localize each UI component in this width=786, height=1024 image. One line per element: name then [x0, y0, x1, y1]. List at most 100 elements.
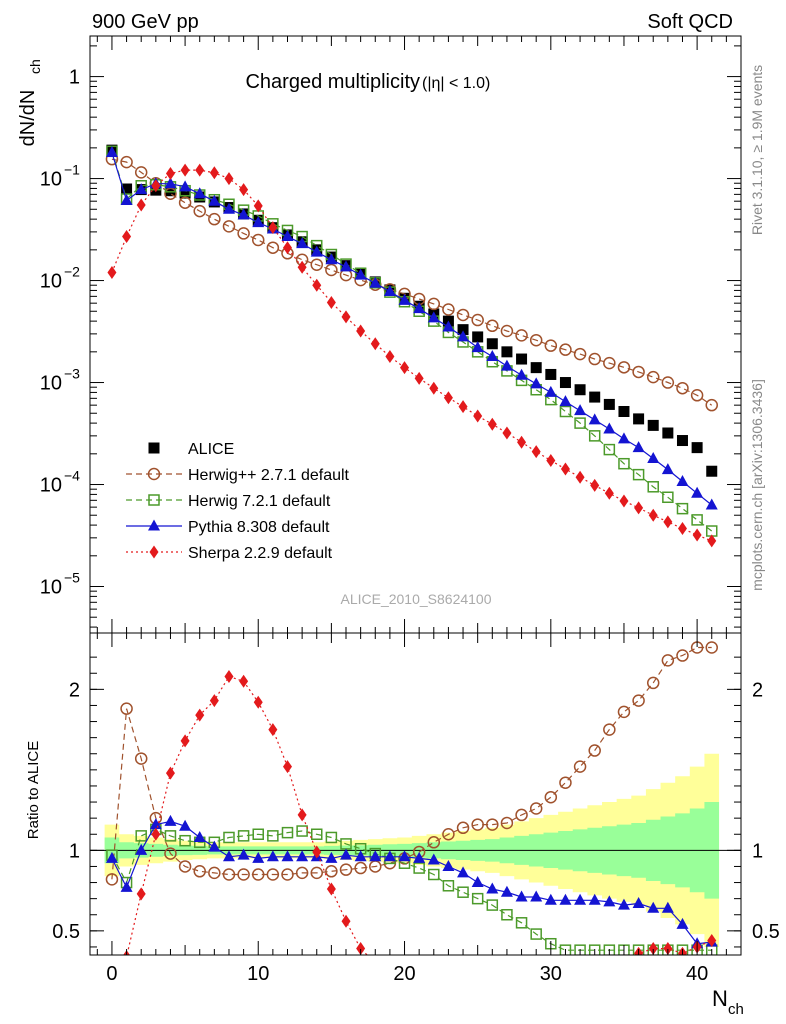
- data-point: [164, 177, 177, 189]
- ratio-y-tick-label: 2: [69, 679, 80, 701]
- ratio-data-point: [544, 893, 557, 905]
- data-point: [458, 400, 468, 414]
- series-line-herwig-7-2-1-default: [111, 151, 713, 532]
- ratio-data-point: [296, 850, 309, 862]
- ratio-data-point: [457, 866, 470, 878]
- data-point: [107, 265, 117, 279]
- data-point: [662, 491, 674, 504]
- data-point: [164, 185, 176, 197]
- y-tick-label-exponent: −4: [64, 468, 80, 484]
- ratio-series-line-herwig-7-2-1-default: [111, 828, 712, 951]
- y-tick-label-exponent: −5: [64, 570, 80, 586]
- data-point: [136, 198, 146, 212]
- main-watermark: ALICE_2010_S8624100: [340, 591, 491, 607]
- ratio-y-tick-label: 1: [69, 840, 80, 862]
- legend-marker: [148, 519, 160, 531]
- data-point: [662, 427, 674, 439]
- ratio-data-point: [151, 827, 161, 841]
- data-point: [296, 237, 309, 249]
- ratio-data-point: [530, 928, 542, 940]
- data-point: [647, 451, 660, 463]
- ratio-data-point: [237, 848, 250, 860]
- data-point: [603, 398, 615, 410]
- data-point: [209, 166, 219, 180]
- ratio-data-point: [281, 868, 294, 881]
- data-point: [692, 528, 702, 542]
- ratio-data-point: [310, 866, 324, 880]
- data-point: [589, 391, 601, 403]
- data-point: [456, 308, 470, 322]
- data-point: [663, 515, 673, 529]
- ratio-data-point: [120, 880, 133, 892]
- ratio-data-point: [632, 896, 645, 908]
- ratio-y-tick-label-right: 1: [752, 840, 763, 862]
- data-point: [676, 502, 689, 515]
- main-plot-area: [105, 144, 718, 548]
- data-point: [619, 494, 629, 508]
- ratio-data-point: [134, 752, 148, 765]
- data-point: [239, 183, 249, 197]
- ratio-data-point: [222, 850, 235, 862]
- data-point: [632, 441, 645, 453]
- data-point: [310, 258, 324, 271]
- data-point: [690, 389, 704, 402]
- data-point: [180, 163, 190, 177]
- ratio-data-point: [486, 818, 499, 831]
- data-point: [472, 331, 484, 343]
- ratio-data-point: [603, 944, 616, 955]
- ratio-data-point: [661, 901, 674, 913]
- ratio-data-point: [617, 898, 630, 910]
- ratio-data-point: [149, 818, 162, 830]
- data-point: [369, 276, 382, 288]
- ratio-data-point: [312, 845, 322, 859]
- data-point: [179, 180, 192, 192]
- ratio-data-point: [427, 853, 440, 865]
- data-point: [385, 350, 395, 364]
- ratio-data-point: [705, 641, 718, 654]
- ratio-data-point: [193, 865, 206, 878]
- ratio-data-point: [603, 723, 616, 736]
- ratio-data-point: [252, 851, 265, 863]
- ratio-panel: 0.5 0.51 12 20 10 20 30 40 Ratio to ALICE N ch: [25, 632, 780, 1018]
- ratio-data-point: [179, 834, 191, 847]
- data-point: [120, 155, 133, 169]
- data-point: [297, 260, 307, 274]
- ratio-data-point: [208, 840, 221, 852]
- data-point: [442, 303, 455, 316]
- data-point: [473, 409, 483, 423]
- data-point: [486, 319, 499, 333]
- data-point: [486, 338, 498, 350]
- ratio-data-point: [195, 708, 205, 722]
- data-point: [178, 196, 192, 209]
- legend-item-pythia-8-308-default: Pythia 8.308 default: [126, 519, 330, 536]
- data-point: [457, 330, 470, 342]
- ratio-data-point: [617, 705, 631, 719]
- ratio-data-point: [239, 674, 249, 688]
- ratio-data-point: [120, 702, 133, 715]
- data-point: [604, 486, 614, 500]
- data-point: [427, 311, 440, 323]
- header-category-label: Soft QCD: [647, 11, 733, 33]
- ratio-data-point: [164, 830, 177, 842]
- ratio-data-point: [676, 649, 689, 662]
- ratio-data-point: [471, 876, 484, 888]
- ratio-data-point: [282, 760, 292, 774]
- data-point: [676, 435, 688, 447]
- data-point: [588, 430, 601, 442]
- legend-item-herwig-2-7-1-default: Herwig++ 2.7.1 default: [126, 467, 350, 484]
- data-point: [341, 310, 351, 324]
- data-point: [618, 405, 630, 417]
- ratio-data-point: [676, 917, 689, 929]
- data-point: [618, 457, 630, 470]
- ratio-data-point: [252, 828, 264, 840]
- data-point: [648, 508, 658, 522]
- data-point: [253, 199, 263, 213]
- data-point: [588, 413, 601, 425]
- ratio-data-point: [632, 694, 645, 707]
- data-point: [370, 337, 380, 351]
- ratio-data-point: [663, 942, 673, 955]
- main-series-layer: [105, 144, 718, 548]
- ratio-data-point: [603, 895, 616, 907]
- data-point: [516, 353, 528, 365]
- ratio-series-sherpa-2-2-9-default: [123, 669, 717, 955]
